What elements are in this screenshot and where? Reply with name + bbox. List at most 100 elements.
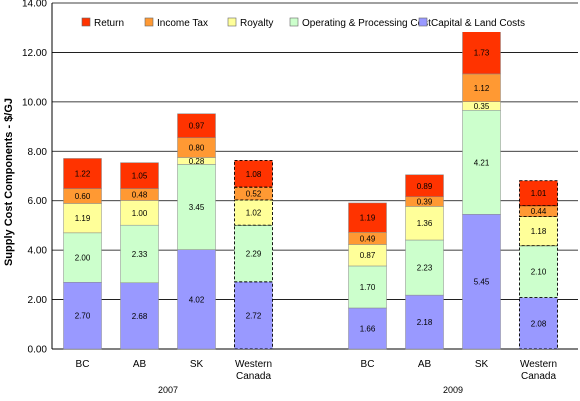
bar-segment (519, 205, 558, 217)
y-axis-label: Supply Cost Components - $/GJ (3, 98, 15, 266)
bar-value-label: 1.36 (417, 219, 433, 228)
bar-segment (519, 297, 558, 350)
bar-segment (234, 281, 273, 350)
bar-value-label: 0.28 (189, 157, 205, 166)
bar-value-label: 0.52 (246, 190, 262, 199)
bar-segment (405, 174, 444, 198)
bar-segment (63, 203, 102, 234)
bar-segment (177, 164, 216, 250)
legend-box (78, 12, 538, 32)
bar-value-label: 1.70 (360, 283, 376, 292)
x-category-label: Western Canada (235, 359, 272, 382)
bars: 2.70 2.00 1.19 0.60 1.22 2.68 2.33 1.00 0.48 1.05… (63, 30, 558, 350)
bar-value-label: 0.49 (360, 234, 376, 243)
bar-value-label: 0.35 (474, 102, 490, 111)
y-tick-label: 10.00 (22, 97, 47, 108)
legend-swatch (81, 17, 91, 27)
bar-segment (234, 159, 273, 188)
y-tick-label: 4.00 (28, 246, 48, 257)
legend-label: Royalty (240, 18, 273, 29)
bar-value-label: 0.60 (75, 192, 91, 201)
bar-segment (234, 199, 273, 226)
bar-segment (234, 186, 273, 201)
bar-value-label: 2.29 (246, 249, 262, 258)
bar-value-label: 1.18 (531, 227, 547, 236)
bar-segment (405, 239, 444, 296)
bar-value-label: 1.22 (75, 170, 91, 179)
bar-segment (405, 206, 444, 241)
bar-value-label: 1.12 (474, 84, 490, 93)
bar-value-label: 2.72 (246, 311, 262, 320)
bar-value-label: 1.01 (531, 189, 547, 198)
legend-swatch (144, 17, 154, 27)
bar-segment (120, 282, 159, 350)
legend-label: Operating & Processing Cost (302, 18, 431, 29)
bar-value-label: 4.21 (474, 158, 490, 167)
bar-value-label: 2.68 (132, 312, 148, 321)
y-tick-label: 8.00 (28, 147, 48, 158)
bar-segment (462, 110, 501, 215)
bar-segment (462, 73, 501, 102)
legend-swatch (289, 17, 299, 27)
y-tick-label: 0.00 (28, 345, 48, 356)
bar-segment (348, 307, 387, 350)
bar-segment (462, 214, 501, 350)
x-category-label: SK (190, 359, 204, 370)
bar-segment (405, 294, 444, 350)
bar-value-label: 0.89 (417, 182, 433, 191)
x-axis-labels: BC AB SK Western Canada 2007 BC AB SK Western Cana… (76, 359, 557, 395)
bar-segment (519, 245, 558, 299)
bar-segment (120, 162, 159, 189)
bar-value-label: 1.19 (360, 214, 376, 223)
bar-segment (348, 202, 387, 233)
x-group-label: 2007 (158, 385, 178, 395)
x-category-label: AB (133, 359, 147, 370)
bar-value-label: 1.73 (474, 49, 490, 58)
y-tick-label: 6.00 (28, 196, 48, 207)
bar-value-label: 0.80 (189, 144, 205, 153)
y-tick-label: 2.00 (28, 295, 48, 306)
bar-segment (348, 265, 387, 309)
bar-value-label: 0.39 (417, 198, 433, 207)
bar-value-label: 1.19 (75, 214, 91, 223)
legend: Return Income Tax Royalty Operating & Proce… (78, 12, 538, 32)
bar-value-label: 2.33 (132, 250, 148, 259)
bar-segment (63, 158, 102, 189)
bar-value-label: 2.70 (75, 312, 91, 321)
bar-segment (519, 180, 558, 207)
bar-value-label: 2.10 (531, 268, 547, 277)
bar-value-label: 0.97 (189, 122, 205, 131)
bar-value-label: 0.87 (360, 251, 376, 260)
x-category-label: SK (475, 359, 489, 370)
legend-label: Capital & Land Costs (431, 18, 525, 29)
bar-value-label: 0.44 (531, 207, 547, 216)
bar-value-label: 2.00 (75, 254, 91, 263)
bar-value-label: 2.18 (417, 318, 433, 327)
x-category-label: Western Canada (520, 359, 557, 382)
bar-value-label: 1.02 (246, 209, 262, 218)
bar-value-label: 1.00 (132, 209, 148, 218)
legend-swatch (227, 17, 237, 27)
bar-segment (234, 224, 273, 283)
bar-segment (519, 216, 558, 247)
bar-value-label: 0.48 (132, 191, 148, 200)
bar-value-label: 1.08 (246, 170, 262, 179)
x-group-label: 2009 (443, 385, 463, 395)
x-category-label: BC (76, 359, 90, 370)
bar-value-label: 5.45 (474, 278, 490, 287)
bar-value-label: 2.08 (531, 319, 547, 328)
bar-value-label: 2.23 (417, 264, 433, 273)
bar-segment (63, 282, 102, 350)
bar-value-label: 1.66 (360, 324, 376, 333)
bar-segment (120, 200, 159, 226)
legend-label: Return (94, 18, 124, 29)
y-axis-ticks: 0.00 2.00 4.00 6.00 8.00 10.00 12.00 14.00 (22, 0, 47, 356)
legend-swatch (418, 17, 428, 27)
y-tick-label: 14.00 (22, 0, 47, 10)
bar-segment (177, 113, 216, 138)
bar-segment (462, 30, 501, 75)
bar-segment (177, 249, 216, 350)
y-tick-label: 12.00 (22, 48, 47, 59)
legend-label: Income Tax (157, 18, 208, 29)
